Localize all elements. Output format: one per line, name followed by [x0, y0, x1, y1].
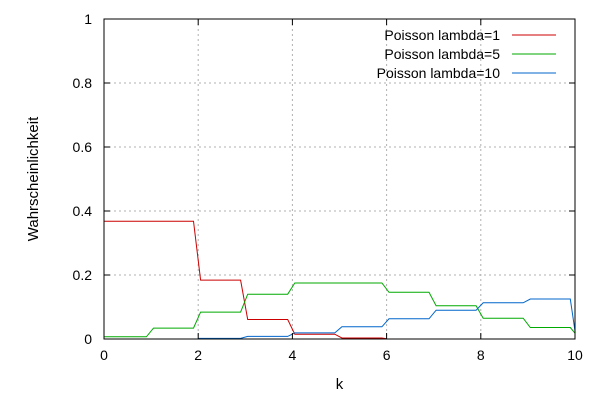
legend-label: Poisson lambda=10: [377, 65, 501, 81]
y-tick-label: 1: [84, 11, 92, 27]
series-line-1: [104, 220, 387, 340]
x-axis-label: k: [336, 376, 344, 393]
legend-label: Poisson lambda=5: [384, 46, 500, 62]
y-tick-label: 0.8: [73, 75, 93, 91]
y-tick-label: 0.4: [73, 203, 93, 219]
series-lines: [104, 220, 576, 340]
x-tick-label: 6: [383, 347, 391, 363]
x-tick-label: 4: [289, 347, 297, 363]
grid-lines: [104, 19, 575, 339]
x-tick-label: 2: [194, 347, 202, 363]
plot-frame: [103, 18, 576, 340]
y-tick-label: 0.2: [73, 267, 93, 283]
y-axis-label: Wahrscheinlichkeit: [25, 116, 42, 241]
y-tick-label: 0.6: [73, 139, 93, 155]
series-line-2: [104, 282, 576, 338]
y-tick-label: 0: [84, 331, 92, 347]
legend: Poisson lambda=1 Poisson lambda=5 Poisson …: [377, 27, 556, 81]
legend-label: Poisson lambda=1: [384, 27, 500, 43]
x-tick-label: 8: [477, 347, 485, 363]
x-tick-label: 10: [567, 347, 583, 363]
axis-ticks: 0 2 4 6 8 10 0 0.2 0.4 0.6 0.8 1: [73, 11, 583, 363]
series-line-3: [198, 298, 576, 339]
x-tick-label: 0: [100, 347, 108, 363]
